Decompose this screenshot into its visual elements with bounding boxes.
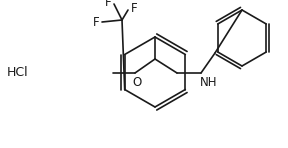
Text: F: F [93, 16, 99, 29]
Text: NH: NH [200, 75, 218, 89]
Text: F: F [105, 0, 111, 8]
Text: O: O [132, 75, 142, 89]
Text: HCl: HCl [7, 66, 29, 78]
Text: F: F [131, 1, 137, 15]
